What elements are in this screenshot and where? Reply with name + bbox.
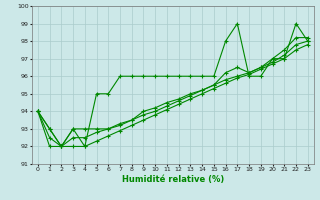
X-axis label: Humidité relative (%): Humidité relative (%)	[122, 175, 224, 184]
